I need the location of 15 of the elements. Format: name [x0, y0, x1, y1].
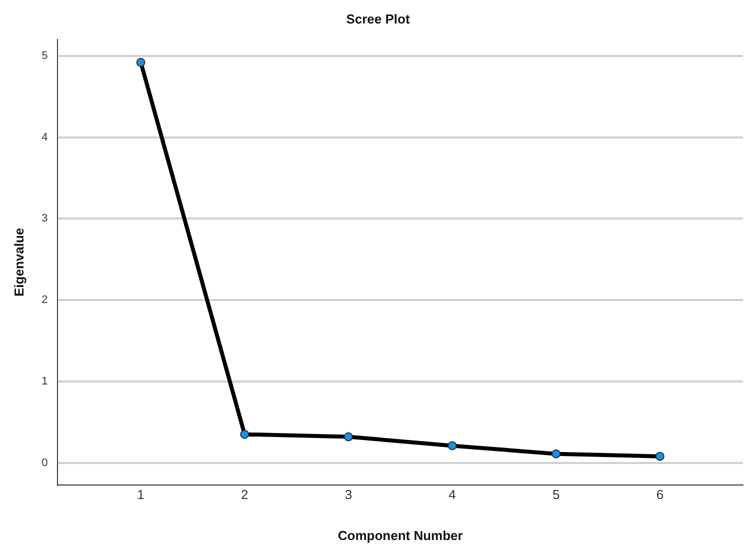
- y-tick-label: 4: [42, 131, 48, 144]
- x-tick-label: 2: [240, 487, 248, 502]
- x-axis-title: Component Number: [338, 528, 463, 543]
- y-tick-label: 1: [42, 375, 48, 388]
- x-tick-label: 1: [137, 487, 144, 502]
- x-tick-label: 5: [552, 487, 560, 502]
- y-tick-label: 5: [42, 50, 48, 62]
- y-tick-label: 0: [42, 456, 48, 469]
- y-axis-title: Eigenvalue: [11, 228, 26, 297]
- y-tick-label: 3: [42, 212, 48, 225]
- chart-title: Scree Plot: [346, 11, 410, 26]
- x-tick-label: 3: [344, 487, 352, 502]
- x-tick-label: 4: [448, 487, 456, 502]
- y-tick-label: 2: [42, 294, 48, 306]
- x-tick-label: 6: [656, 487, 664, 502]
